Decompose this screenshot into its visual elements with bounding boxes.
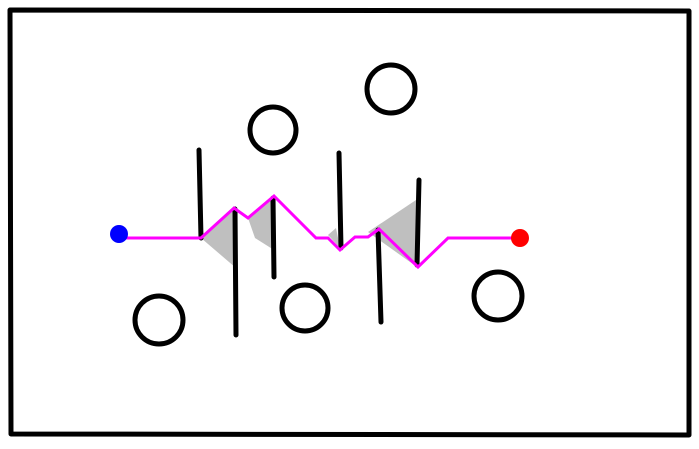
goal-marker: [511, 229, 529, 247]
shadow-wedge-1: [201, 209, 236, 268]
circle-obstacle-3: [132, 293, 186, 347]
shadow-wedge-4: [368, 200, 417, 267]
shadow-wedge-3: [328, 228, 340, 248]
wall-obstacle-5: [375, 227, 384, 325]
circle-obstacle-5: [471, 269, 525, 323]
start-marker: [110, 225, 128, 243]
wall-obstacle-4: [336, 150, 344, 251]
circle-obstacle-2: [364, 62, 418, 116]
wall-obstacle-3: [270, 195, 277, 280]
circle-obstacle-4: [279, 282, 331, 334]
planned-path: [119, 193, 520, 270]
circle-obstacle-1: [247, 104, 299, 156]
shadow-wedge-2: [248, 198, 274, 250]
frame-border: [7, 7, 692, 438]
wall-obstacle-6: [414, 177, 422, 268]
wall-obstacle-1: [196, 147, 204, 241]
wall-obstacle-2: [232, 206, 239, 338]
